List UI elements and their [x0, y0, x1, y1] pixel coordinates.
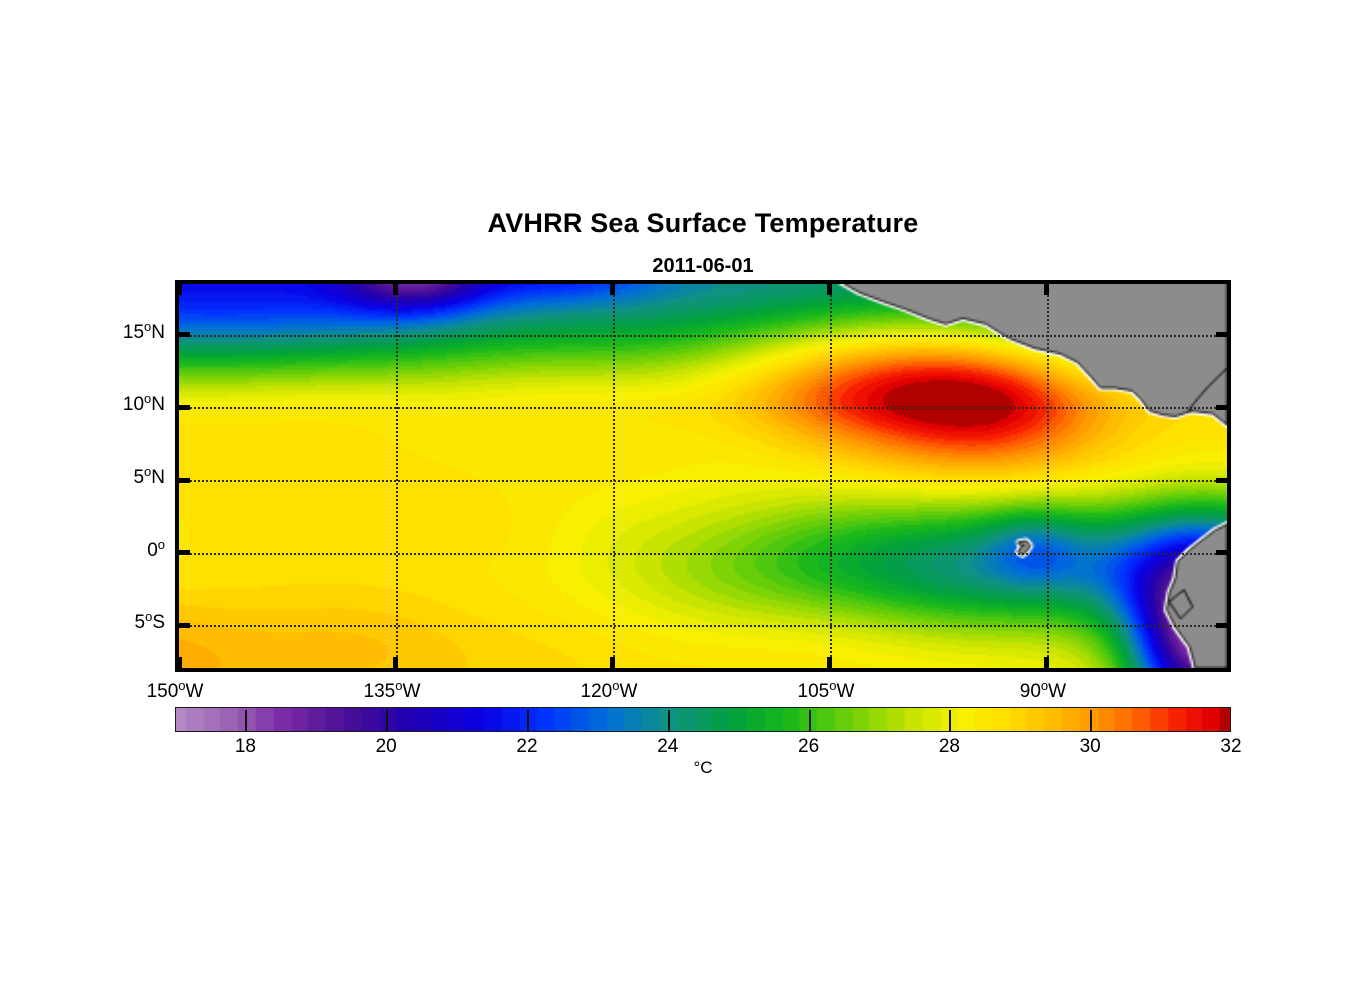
x-tick-label: 120oW — [580, 678, 638, 703]
temperature-colorbar — [175, 707, 1231, 732]
sst-map-inner — [179, 284, 1227, 668]
y-axis-tick — [1216, 404, 1227, 410]
colorbar-tick-label: 24 — [657, 736, 679, 757]
y-tick-label: 0o — [147, 536, 165, 561]
colorbar-tick-label: 28 — [938, 736, 960, 757]
x-axis-tick — [610, 657, 616, 668]
colorbar-tick-label: 26 — [798, 736, 820, 757]
figure-title: AVHRR Sea Surface Temperature — [487, 208, 919, 238]
colorbar-tick-label: 22 — [516, 736, 538, 757]
x-tick-label: 90oW — [1019, 678, 1067, 703]
x-axis-tick — [1044, 657, 1050, 668]
colorbar-tick — [1090, 710, 1093, 731]
y-axis-tick — [1216, 622, 1227, 628]
sst-map-axes — [175, 280, 1231, 672]
y-tick-label: 15oN — [122, 318, 165, 343]
x-axis-tick — [393, 657, 399, 668]
x-axis-tick — [610, 284, 616, 295]
colorbar-tick-label: 20 — [375, 736, 397, 757]
x-axis-tick — [827, 657, 833, 668]
colorbar-tick — [245, 710, 248, 731]
x-tick-label: 150oW — [146, 678, 204, 703]
x-axis-tick — [393, 284, 399, 295]
y-axis-tick — [1216, 550, 1227, 556]
colorbar-tick — [667, 710, 670, 731]
y-axis-tick — [179, 477, 190, 483]
colorbar-tick-label: 30 — [1079, 736, 1101, 757]
colorbar-tick — [808, 710, 811, 731]
y-axis-tick — [179, 622, 190, 628]
colorbar-tick-label: 18 — [234, 736, 256, 757]
y-axis-tick — [1216, 477, 1227, 483]
x-axis-tick — [827, 284, 833, 295]
y-tick-label: 5oN — [133, 464, 165, 489]
y-axis-tick — [179, 550, 190, 556]
colorbar-tick — [386, 710, 389, 731]
y-tick-label: 10oN — [122, 391, 165, 416]
x-axis-tick — [1044, 284, 1050, 295]
colorbar-gradient — [176, 708, 1230, 731]
x-tick-label: 135oW — [363, 678, 421, 703]
x-tick-label: 105oW — [797, 678, 855, 703]
sst-heatmap — [179, 284, 1227, 668]
x-axis-tick — [179, 657, 182, 668]
y-axis-tick — [179, 332, 190, 338]
colorbar-tick — [527, 710, 529, 731]
colorbar-tick-label: 32 — [1220, 736, 1242, 757]
y-tick-label: 5oS — [134, 609, 166, 634]
figure-subtitle: 2011-06-01 — [652, 255, 754, 277]
colorbar-unit-label: °C — [693, 758, 713, 777]
x-axis-tick — [179, 284, 182, 295]
y-axis-tick — [179, 404, 190, 410]
colorbar-tick — [949, 710, 952, 731]
y-axis-tick — [1216, 332, 1227, 338]
